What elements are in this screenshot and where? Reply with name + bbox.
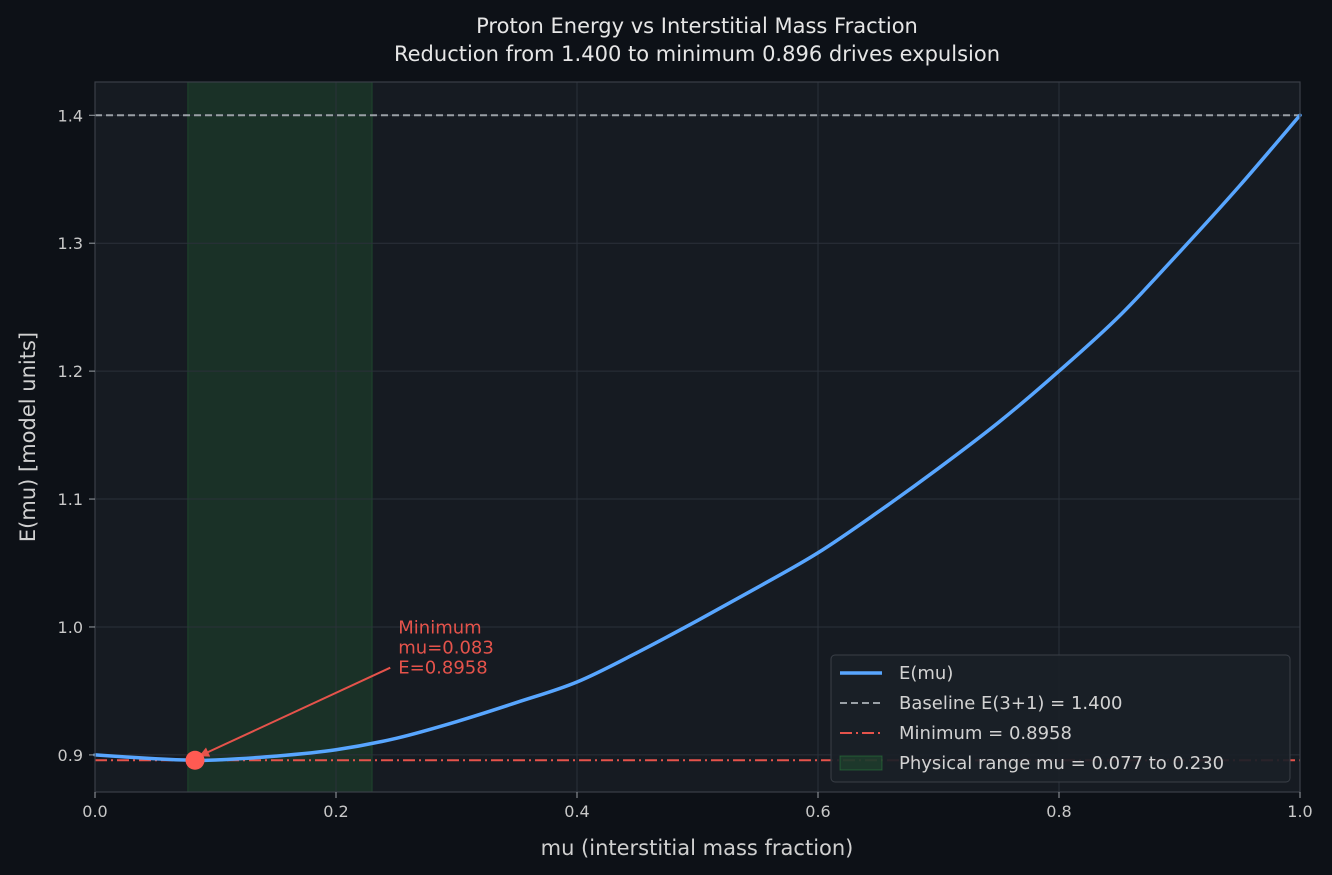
y-tick-label-4: 1.3 — [58, 234, 83, 253]
legend-label-1: Baseline E(3+1) = 1.400 — [899, 693, 1123, 714]
y-tick-label-3: 1.2 — [58, 362, 83, 381]
legend-label-2: Minimum = 0.8958 — [899, 723, 1072, 744]
chart-subtitle: Reduction from 1.400 to minimum 0.896 dr… — [394, 42, 1000, 66]
legend-box — [830, 654, 1291, 783]
y-tick-label-5: 1.4 — [58, 106, 83, 125]
y-tick-label-2: 1.1 — [58, 490, 83, 509]
legend-swatch-physical-range — [839, 755, 883, 771]
y-tick-label-0: 0.9 — [58, 746, 83, 765]
x-tick-label-3: 0.6 — [805, 802, 830, 821]
annotation-text-line-1: mu=0.083 — [398, 638, 494, 659]
x-tick-label-4: 0.8 — [1046, 802, 1071, 821]
x-tick-label-0: 0.0 — [82, 802, 107, 821]
energy-curve — [93, 113, 1302, 763]
physical-range-band — [187, 81, 373, 793]
x-ticks-layer: 0.0 0.2 0.4 0.6 0.8 1.0 — [82, 792, 1313, 821]
legend-label-3: Physical range mu = 0.077 to 0.230 — [899, 753, 1224, 774]
x-tick-label-5: 1.0 — [1287, 802, 1312, 821]
y-axis-label: E(mu) [model units] — [16, 332, 40, 542]
shaded-region-layer — [187, 81, 373, 793]
annotation-text-line-0: Minimum — [398, 618, 481, 639]
x-axis-label: mu (interstitial mass fraction) — [541, 836, 854, 860]
x-tick-label-1: 0.2 — [323, 802, 348, 821]
y-tick-label-1: 1.0 — [58, 618, 83, 637]
legend: E(mu) Baseline E(3+1) = 1.400 Minimum = 0.… — [830, 654, 1291, 783]
legend-label-0: E(mu) — [899, 663, 953, 684]
plot-frame — [94, 81, 1301, 793]
chart-title: Proton Energy vs Interstitial Mass Fract… — [476, 14, 918, 38]
annotation-text-line-2: E=0.8958 — [398, 658, 487, 679]
series-layer — [93, 113, 1302, 763]
reference-lines-layer — [95, 114, 1300, 762]
annotation-arrow-line — [198, 666, 391, 758]
x-tick-label-2: 0.4 — [564, 802, 589, 821]
minimum-point — [185, 750, 205, 770]
y-ticks-layer: 0.9 1.0 1.1 1.2 1.3 1.4 — [58, 106, 95, 765]
